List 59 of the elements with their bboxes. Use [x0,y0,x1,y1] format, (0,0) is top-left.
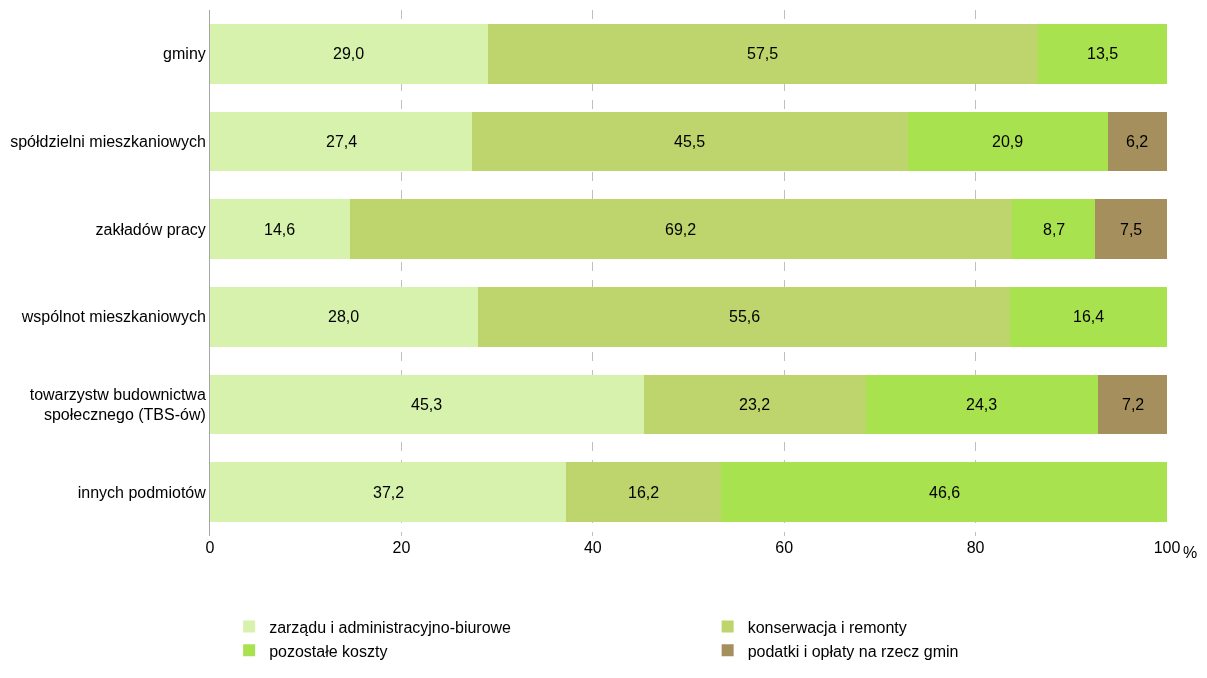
bar [487,24,1038,84]
bar [210,199,350,259]
bar [210,24,488,84]
bar [210,462,566,522]
bar [472,111,908,172]
data-label: 8,7 [1043,221,1066,238]
legend-label: konserwacja i remonty [747,618,907,636]
bar [1098,374,1167,435]
x-tick-label: 80 [966,539,985,556]
legend-label: pozostałe koszty [269,642,388,660]
x-axis-title: % [1183,544,1198,561]
data-label: 45,3 [411,396,443,413]
y-tick-label: wspólnot mieszkaniowych [20,308,206,326]
bar [1011,199,1096,259]
legend-label: podatki i opłaty na rzecz gmin [747,642,959,660]
data-label: 20,9 [992,133,1024,150]
x-tick-label: 100 [1153,539,1181,556]
bar [721,462,1167,522]
data-label: 16,4 [1073,308,1105,325]
data-label: 28,0 [328,308,360,325]
data-label: 13,5 [1087,45,1119,62]
data-label: 14,6 [264,221,296,238]
data-label: 37,2 [373,484,405,501]
bar [210,111,473,172]
bar [643,374,866,435]
data-label: 16,2 [628,484,660,501]
data-label: 27,4 [326,133,358,150]
data-label: 6,2 [1126,133,1149,150]
data-label: 46,6 [929,484,961,501]
data-label: 45,5 [674,133,706,150]
bar [210,374,644,435]
data-label: 69,2 [665,221,697,238]
y-tick-label: spółdzielni mieszkaniowych [10,133,206,151]
bar [477,287,1011,347]
data-label: 23,2 [739,396,771,413]
bar [1010,287,1167,347]
bar [1107,111,1167,172]
y-tick-label: zakładów pracy [95,220,206,238]
x-tick-label: 60 [775,539,794,556]
bar [907,111,1108,172]
data-label: 57,5 [747,45,779,62]
data-label: 24,3 [966,396,998,413]
bar [1037,24,1167,84]
bar [566,462,722,522]
bar [1095,199,1167,259]
y-tick-label: gminy [163,45,206,63]
x-tick-label: 40 [583,539,602,556]
x-tick-label: 0 [205,539,215,556]
legend-label: zarządu i administracyjno-biurowe [269,618,512,636]
data-label: 29,0 [333,45,365,62]
bar [349,199,1012,259]
bar [865,374,1099,435]
data-label: 7,5 [1120,221,1143,238]
bar [210,287,478,347]
y-tick-label: innych podmiotów [77,483,207,501]
x-tick-label: 20 [392,539,411,556]
y-tick-label: towarzystw budownictwa społecznego (TBS-ów) [29,385,206,424]
data-label: 55,6 [729,308,761,325]
data-label: 7,2 [1122,396,1145,413]
